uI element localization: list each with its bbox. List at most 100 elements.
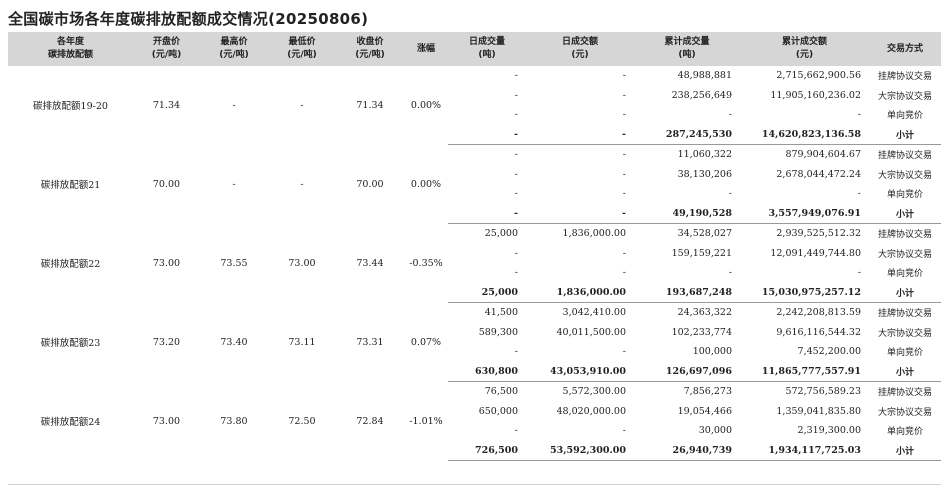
- daily-amount: -: [622, 346, 626, 358]
- low-price: -: [300, 99, 304, 111]
- cumulative-volume: 238,256,649: [671, 89, 732, 101]
- daily-amount: 3,042,410.00: [562, 307, 626, 319]
- price-change: -0.35%: [409, 257, 443, 269]
- table-row: 碳排放配额19-20 71.34 - - 71.34 0.00% - - 48,988,881 2…: [8, 66, 941, 112]
- daily-volume: -: [514, 168, 518, 180]
- daily-volume: 76,500: [484, 386, 518, 398]
- daily-amount: -: [622, 149, 626, 161]
- subtotal-row: - -287,245,530 14,620,823,136.58 小计: [8, 124, 941, 145]
- col-header-close: 收盘价 (元/吨): [336, 32, 404, 66]
- cumulative-amount: -: [857, 267, 861, 279]
- cumulative-amount: 11,905,160,236.02: [770, 89, 861, 101]
- allowance-name: 碳排放配额24: [40, 417, 101, 428]
- low-price: 73.00: [288, 257, 316, 269]
- daily-volume: -: [448, 203, 526, 224]
- daily-volume: -: [514, 149, 518, 161]
- daily-volume: 650,000: [478, 405, 518, 417]
- trade-type: 单向竞价: [886, 190, 923, 201]
- table-row: 碳排放配额22 73.00 73.55 73.00 73.44 -0.35% 25,000 1…: [8, 224, 941, 270]
- daily-volume: 41,500: [484, 307, 518, 319]
- high-price: -: [232, 99, 236, 111]
- table-row: - - - - 单向竞价: [8, 184, 941, 204]
- cumulative-amount: 7,452,200.00: [797, 346, 861, 358]
- col-header-low: 最低价 (元/吨): [268, 32, 336, 66]
- cumulative-amount: 2,242,208,813.59: [776, 307, 861, 319]
- table-row: - - - - 单向竞价: [8, 105, 941, 125]
- cumulative-amount: 14,620,823,136.58: [740, 124, 869, 145]
- open-price: 71.34: [152, 99, 181, 111]
- table-row: - - 238,256,649 11,905,160,236.02 大宗协议交易: [8, 86, 941, 106]
- close-price: 70.00: [356, 178, 384, 190]
- daily-amount: -: [622, 168, 626, 180]
- price-change: 0.00%: [410, 178, 442, 190]
- cumulative-volume: 287,245,530: [634, 124, 740, 145]
- trade-type: 大宗协议交易: [877, 407, 932, 418]
- daily-amount: 48,020,000.00: [556, 405, 626, 417]
- daily-volume: 25,000: [484, 228, 518, 240]
- col-header-trade-type: 交易方式: [869, 32, 941, 66]
- table-row: 碳排放配额21 70.00 - - 70.00 0.00% - - 11,060,322 879,…: [8, 145, 941, 191]
- table-row: 碳排放配额24 73.00 73.80 72.50 72.84 -1.01% 76,500 5…: [8, 382, 941, 428]
- daily-volume: -: [514, 70, 518, 82]
- table-row: 650,000 48,020,000.00 19,054,466 1,359,041,…: [8, 402, 941, 422]
- cumulative-volume: 24,363,322: [677, 307, 732, 319]
- daily-amount: -: [622, 247, 626, 259]
- daily-volume: -: [514, 188, 518, 200]
- cumulative-amount: 2,939,525,512.32: [776, 228, 861, 240]
- table-row: - - 30,000 2,319,300.00 单向竞价: [8, 421, 941, 441]
- daily-volume: -: [448, 124, 526, 145]
- cumulative-volume: 159,159,221: [671, 247, 732, 259]
- close-price: 73.31: [356, 336, 384, 348]
- daily-amount: -: [622, 109, 626, 121]
- open-price: 70.00: [152, 178, 181, 190]
- cumulative-volume: 7,856,273: [683, 386, 732, 398]
- cumulative-volume: 38,130,206: [677, 168, 732, 180]
- cumulative-volume: 126,697,096: [634, 361, 740, 382]
- table-row: - - 159,159,221 12,091,449,744.80 大宗协议交易: [8, 244, 941, 264]
- close-price: 71.34: [356, 99, 384, 111]
- subtotal-row: - -49,190,528 3,557,949,076.91 小计: [8, 203, 941, 224]
- table-header-row: 各年度 碳排放配额 开盘价 (元/吨) 最高价 (元/吨) 最低价 (元/吨) 收盘价(…: [8, 32, 941, 66]
- cumulative-amount: -: [857, 188, 861, 200]
- cumulative-amount: 15,030,975,257.12: [740, 282, 869, 303]
- col-header-change: 涨幅: [404, 32, 448, 66]
- col-header-open: 开盘价 (元/吨): [133, 32, 200, 66]
- daily-amount: 1,836,000.00: [562, 228, 626, 240]
- allowance-name: 碳排放配额21: [40, 180, 101, 191]
- cumulative-volume: 102,233,774: [671, 326, 732, 338]
- trade-type: 挂牌协议交易: [877, 72, 932, 83]
- cumulative-volume: 30,000: [698, 425, 732, 437]
- cumulative-amount: 11,865,777,557.91: [740, 361, 869, 382]
- high-price: 73.40: [220, 336, 248, 348]
- trade-type: 单向竞价: [886, 111, 923, 122]
- col-header-high: 最高价 (元/吨): [200, 32, 268, 66]
- cumulative-volume: 49,190,528: [634, 203, 740, 224]
- trade-type: 大宗协议交易: [877, 249, 932, 260]
- cumulative-volume: 48,988,881: [677, 70, 732, 82]
- open-price: 73.00: [152, 257, 181, 269]
- cumulative-amount: -: [857, 109, 861, 121]
- cumulative-volume: 19,054,466: [677, 405, 732, 417]
- high-price: 73.55: [220, 257, 248, 269]
- daily-amount: -: [526, 203, 634, 224]
- cumulative-volume: 11,060,322: [677, 149, 732, 161]
- col-header-cumulative-amount: 累计成交额 (元): [740, 32, 869, 66]
- cumulative-amount: 9,616,116,544.32: [776, 326, 861, 338]
- close-price: 73.44: [356, 257, 384, 269]
- col-header-daily-volume: 日成交量 (吨): [448, 32, 526, 66]
- trade-type: 小计: [869, 440, 941, 461]
- close-price: 72.84: [356, 415, 384, 427]
- open-price: 73.20: [152, 336, 181, 348]
- price-change: -1.01%: [409, 415, 443, 427]
- low-price: 73.11: [288, 336, 316, 348]
- daily-amount: -: [622, 188, 626, 200]
- cumulative-volume: 193,687,248: [634, 282, 740, 303]
- cumulative-volume: -: [728, 267, 732, 279]
- cumulative-amount: 572,756,589.23: [785, 386, 861, 398]
- subtotal-row: 726,500 53,592,300.00 26,940,739 1,934,117,…: [8, 440, 941, 461]
- daily-volume: 630,800: [448, 361, 526, 382]
- cumulative-volume: 34,528,027: [677, 228, 732, 240]
- daily-volume: -: [514, 346, 518, 358]
- daily-amount: 53,592,300.00: [526, 440, 634, 461]
- daily-amount: -: [622, 267, 626, 279]
